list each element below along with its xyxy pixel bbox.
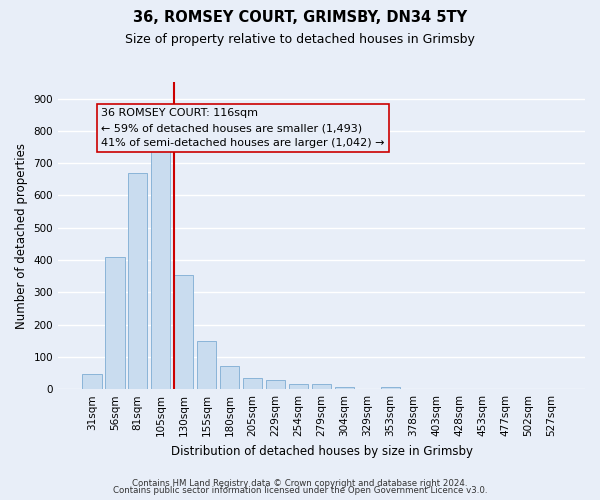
Text: Size of property relative to detached houses in Grimsby: Size of property relative to detached ho…: [125, 32, 475, 46]
Text: 36, ROMSEY COURT, GRIMSBY, DN34 5TY: 36, ROMSEY COURT, GRIMSBY, DN34 5TY: [133, 10, 467, 25]
Text: Contains public sector information licensed under the Open Government Licence v3: Contains public sector information licen…: [113, 486, 487, 495]
Bar: [105, 257, 125, 389]
X-axis label: Distribution of detached houses by size in Grimsby: Distribution of detached houses by size …: [170, 444, 473, 458]
Bar: [197, 342, 217, 389]
Bar: [380, 386, 400, 389]
Text: 36 ROMSEY COURT: 116sqm
← 59% of detached houses are smaller (1,493)
41% of semi: 36 ROMSEY COURT: 116sqm ← 59% of detache…: [101, 108, 385, 148]
Bar: [82, 374, 101, 389]
Bar: [335, 386, 354, 389]
Bar: [151, 147, 170, 389]
Bar: [220, 366, 239, 389]
Bar: [312, 384, 331, 389]
Bar: [289, 384, 308, 389]
Bar: [266, 380, 286, 389]
Bar: [174, 274, 193, 389]
Bar: [128, 173, 148, 389]
Text: Contains HM Land Registry data © Crown copyright and database right 2024.: Contains HM Land Registry data © Crown c…: [132, 478, 468, 488]
Y-axis label: Number of detached properties: Number of detached properties: [15, 143, 28, 329]
Bar: [243, 378, 262, 389]
